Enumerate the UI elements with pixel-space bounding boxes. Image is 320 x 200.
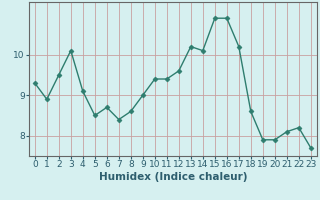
X-axis label: Humidex (Indice chaleur): Humidex (Indice chaleur) <box>99 172 247 182</box>
